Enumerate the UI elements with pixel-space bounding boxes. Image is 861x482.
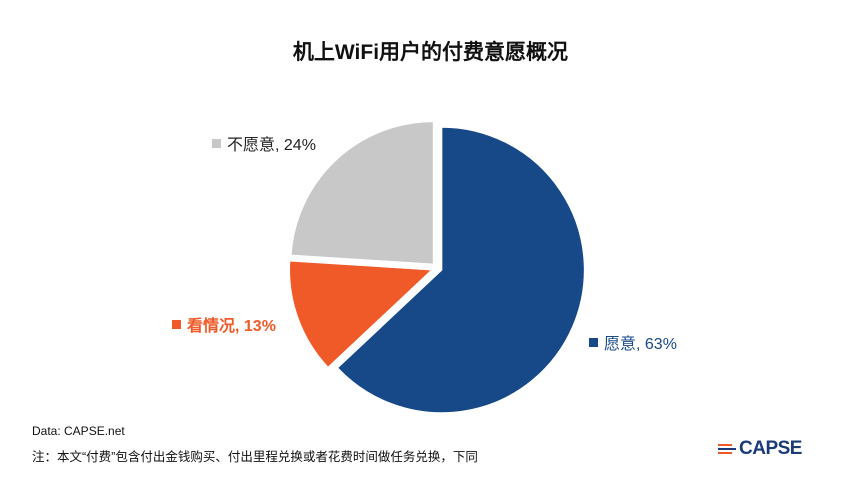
data-label-unwilling: 不愿意, 24% [212, 131, 316, 155]
data-label-text: 愿意, 63% [604, 336, 677, 353]
data-label-text: 不愿意, 24% [227, 137, 316, 154]
pie-slice-willing [336, 126, 586, 414]
legend-swatch [172, 319, 181, 329]
legend-swatch [212, 138, 221, 148]
logo-text: CAPSE [739, 438, 802, 459]
data-label-depends: 看情况, 13% [172, 312, 276, 336]
data-label-willing: 愿意, 63% [589, 330, 677, 354]
logo-stripes-icon [718, 442, 736, 456]
data-label-text: 看情况, 13% [187, 318, 276, 335]
chart-title: 机上WiFi用户的付费意愿概况 [292, 41, 569, 64]
capse-logo: CAPSE [718, 438, 802, 460]
legend-swatch [589, 337, 598, 347]
footnote: 注：本文“付费”包含付出金钱购买、付出里程兑换或者花费时间做任务兑换，下同 [32, 450, 478, 464]
pie-slice-depends [288, 259, 435, 369]
data-source: Data: CAPSE.net [32, 424, 125, 438]
pie-slice-unwilling [290, 120, 435, 266]
